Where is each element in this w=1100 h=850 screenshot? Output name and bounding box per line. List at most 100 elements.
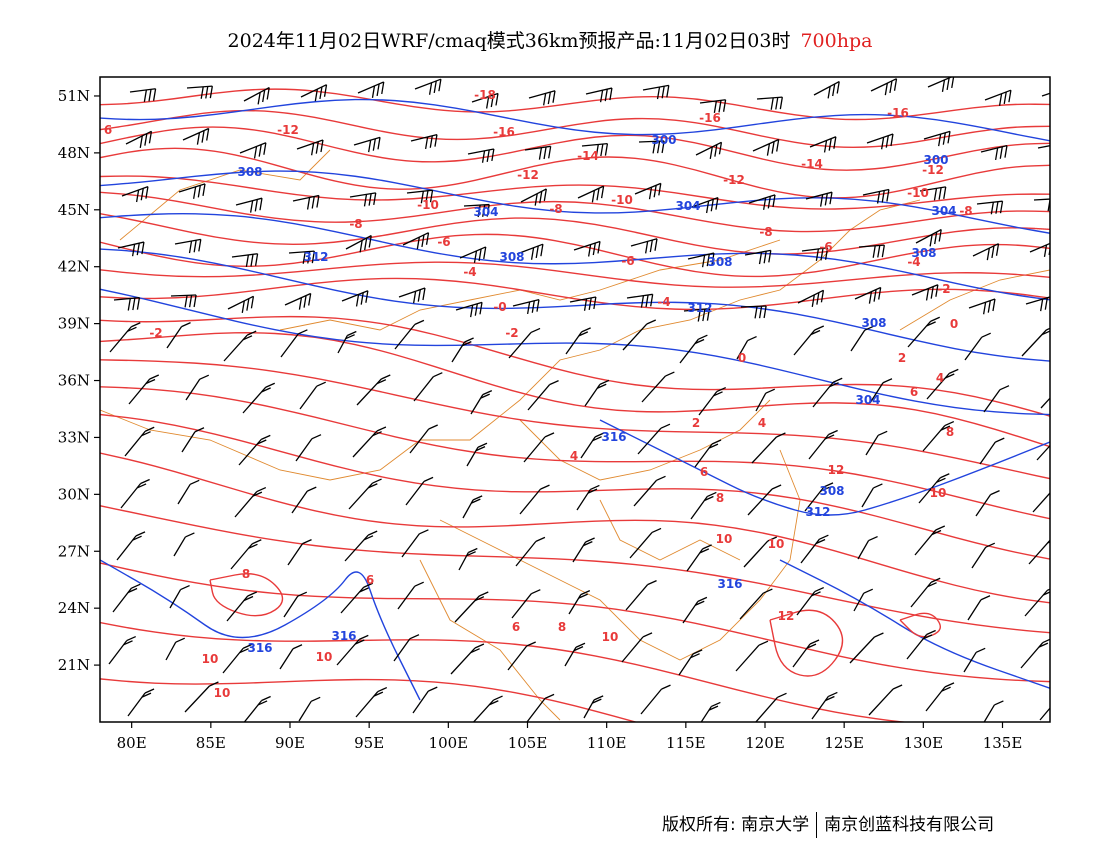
height-label: 304 bbox=[855, 393, 880, 407]
temperature-contour bbox=[769, 609, 844, 677]
height-contour bbox=[100, 98, 1050, 142]
temperature-label: 8 bbox=[242, 567, 250, 581]
temperature-contour bbox=[100, 505, 1050, 634]
map-frame bbox=[99, 76, 1051, 723]
temperature-contour bbox=[100, 386, 1050, 520]
height-contour bbox=[100, 212, 1050, 301]
contour-lines bbox=[100, 88, 1050, 722]
wind-barb bbox=[580, 432, 605, 459]
wind-barb bbox=[801, 247, 829, 262]
height-label: 308 bbox=[861, 316, 886, 330]
height-contour bbox=[100, 559, 421, 701]
wind-barb bbox=[414, 78, 442, 95]
wind-barb bbox=[402, 232, 430, 250]
wind-barb bbox=[922, 420, 955, 452]
boundary-line bbox=[419, 559, 561, 721]
lat-tick-label: 21N bbox=[58, 656, 90, 674]
wind-barb bbox=[239, 142, 267, 159]
wind-barb bbox=[238, 434, 271, 466]
wind-barb bbox=[858, 244, 885, 258]
temperature-label: 12 bbox=[778, 609, 795, 623]
wind-barb bbox=[564, 642, 586, 667]
lat-tick-label: 36N bbox=[58, 372, 90, 390]
wind-barb bbox=[983, 385, 1010, 413]
lat-tick-label: 24N bbox=[58, 599, 90, 617]
wind-barb bbox=[1040, 397, 1050, 409]
wind-barb bbox=[463, 203, 490, 218]
wind-barb bbox=[128, 374, 160, 405]
wind-barb bbox=[700, 701, 721, 722]
wind-barb bbox=[980, 144, 1008, 161]
wind-barb bbox=[345, 234, 372, 253]
wind-barb bbox=[455, 301, 483, 318]
wind-barb bbox=[853, 588, 874, 612]
wind-barb bbox=[984, 89, 1012, 106]
wind-barb bbox=[508, 327, 541, 359]
wind-barb bbox=[355, 686, 388, 718]
wind-barb bbox=[682, 596, 708, 624]
wind-barb bbox=[413, 372, 443, 402]
wind-barb bbox=[466, 442, 488, 467]
wind-barb bbox=[869, 378, 893, 404]
wind-barb bbox=[462, 495, 483, 519]
temperature-label: 12 bbox=[828, 463, 845, 477]
wind-barb bbox=[292, 194, 320, 210]
wind-barb bbox=[296, 139, 324, 156]
height-label: 308 bbox=[499, 250, 524, 264]
wind-barb bbox=[976, 200, 1004, 215]
height-contour bbox=[599, 419, 1050, 516]
temperature-label: 10 bbox=[214, 686, 231, 700]
wind-barb bbox=[569, 296, 597, 311]
wind-barb bbox=[409, 424, 438, 454]
wind-barb bbox=[284, 292, 312, 310]
temperature-contour bbox=[100, 126, 1050, 171]
temperature-label: -6 bbox=[819, 240, 832, 254]
wind-barb bbox=[979, 437, 1005, 465]
wind-barb bbox=[165, 637, 186, 661]
wind-barb bbox=[919, 186, 947, 201]
temperature-label: 8 bbox=[716, 491, 724, 505]
lat-tick-label: 51N bbox=[58, 87, 90, 105]
wind-barb bbox=[629, 527, 662, 559]
temperature-label: -0 bbox=[493, 300, 506, 314]
temperature-contour bbox=[100, 191, 1050, 233]
wind-barb bbox=[398, 287, 426, 304]
wind-barb bbox=[511, 589, 541, 619]
wind-barb bbox=[805, 191, 833, 207]
wind-barb bbox=[800, 534, 829, 564]
wind-barb bbox=[1024, 588, 1050, 617]
height-label: 308 bbox=[707, 255, 732, 269]
wind-barb bbox=[907, 316, 941, 348]
wind-barb bbox=[117, 241, 145, 257]
wind-barb bbox=[127, 688, 155, 717]
wind-barb bbox=[459, 246, 487, 264]
province-boundaries bbox=[100, 149, 1050, 721]
temperature-contour bbox=[100, 359, 1050, 480]
temperature-contour bbox=[100, 678, 638, 722]
wind-barb bbox=[353, 136, 381, 153]
wind-barb bbox=[910, 577, 941, 608]
wind-barb bbox=[299, 381, 326, 410]
wind-barb bbox=[870, 78, 898, 96]
temperature-label: 10 bbox=[602, 630, 619, 644]
height-label: 304 bbox=[931, 204, 956, 218]
wind-barb bbox=[862, 188, 890, 204]
temperature-label: 10 bbox=[316, 650, 333, 664]
boundary-line bbox=[599, 499, 741, 561]
wind-barb bbox=[357, 81, 385, 99]
wind-barb bbox=[849, 632, 884, 664]
temperature-label: -12 bbox=[517, 168, 539, 182]
lon-tick-label: 135E bbox=[983, 734, 1023, 752]
wind-barb bbox=[356, 374, 391, 406]
temperature-label: 10 bbox=[202, 652, 219, 666]
title-main: 2024年11月02日WRF/cmaq模式36km预报产品:11月02日03时 bbox=[227, 30, 791, 52]
wind-barb bbox=[576, 484, 600, 511]
wind-barb bbox=[406, 189, 434, 204]
wind-barb bbox=[170, 294, 197, 308]
boundary-line bbox=[119, 149, 331, 241]
lon-tick-label: 90E bbox=[275, 734, 305, 752]
copyright-footer: 版权所有: 南京大学 南京创蓝科技有限公司 bbox=[662, 810, 994, 838]
temperature-label: 10 bbox=[716, 532, 733, 546]
wind-barb bbox=[1025, 296, 1050, 312]
wind-barb bbox=[926, 368, 959, 400]
